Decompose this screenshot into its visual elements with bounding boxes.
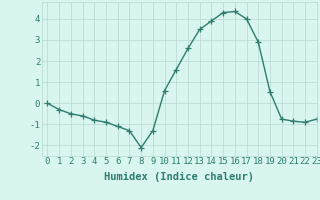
X-axis label: Humidex (Indice chaleur): Humidex (Indice chaleur) <box>104 172 254 182</box>
